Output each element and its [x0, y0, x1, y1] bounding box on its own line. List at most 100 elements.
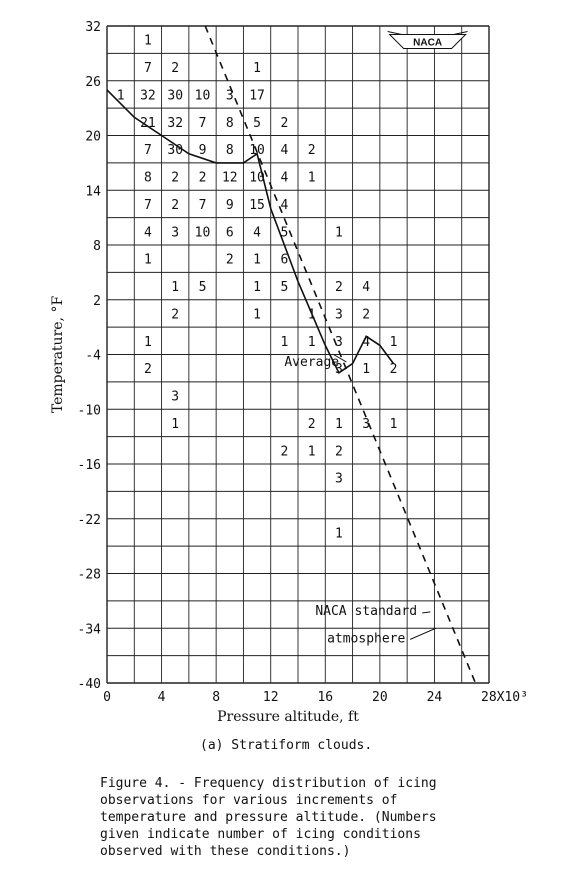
cell-count: 5 [280, 280, 288, 295]
y-tick-label: 20 [85, 130, 101, 145]
grid [106, 25, 490, 684]
cell-count: 1 [308, 335, 316, 350]
standard-atmosphere-line [204, 25, 477, 684]
cell-count: 1 [171, 280, 179, 295]
y-tick-label: -16 [78, 458, 101, 473]
cell-count: 1 [362, 362, 370, 377]
cell-count: 2 [226, 253, 234, 268]
cell-count: 5 [280, 225, 288, 240]
cell-count: 4 [280, 143, 288, 158]
cell-count: 1 [280, 335, 288, 350]
cell-count: 1 [253, 307, 261, 322]
standard-leader-1 [422, 611, 431, 614]
y-tick-label: -10 [78, 403, 101, 418]
cell-count: 3 [362, 417, 370, 432]
cell-count: 4 [362, 335, 370, 350]
y-axis-label: Temperature, °F [50, 296, 66, 414]
average-line [106, 89, 395, 374]
cell-count: 1 [335, 225, 343, 240]
cell-count: 2 [171, 198, 179, 213]
cell-count: 7 [199, 198, 207, 213]
x-tick-label: 28X10³ [481, 690, 528, 705]
y-tick-label: -22 [78, 513, 101, 528]
figure-caption: Figure 4. - Frequency distribution of ic… [100, 776, 437, 859]
cell-count: 12 [222, 171, 238, 186]
cell-count: 2 [362, 307, 370, 322]
cell-count: 6 [280, 253, 288, 268]
cell-count: 2 [171, 61, 179, 76]
cell-count: 17 [249, 88, 265, 103]
y-tick-label: 8 [93, 239, 101, 254]
cell-count: 4 [144, 225, 152, 240]
cell-count: 32 [167, 116, 183, 131]
cell-count: 6 [226, 225, 234, 240]
cell-count: 1 [253, 280, 261, 295]
cell-count: 21 [140, 116, 156, 131]
cell-count: 2 [144, 362, 152, 377]
cell-count: 7 [144, 143, 152, 158]
cell-count: 1 [390, 417, 398, 432]
cell-count: 3 [335, 307, 343, 322]
cell-count: 5 [199, 280, 207, 295]
x-tick-label: 4 [158, 690, 166, 705]
cell-count: 10 [249, 171, 265, 186]
y-tick-label: -4 [85, 349, 101, 364]
y-tick-label: -34 [78, 622, 102, 637]
y-tick-label: 32 [85, 20, 101, 35]
annotation-label: NACA standard [315, 604, 417, 619]
annotation-label: atmosphere [327, 631, 405, 646]
standard-leader-2 [410, 627, 436, 640]
cell-count: 8 [226, 116, 234, 131]
cell-count: 1 [144, 253, 152, 268]
cell-count: 10 [195, 88, 211, 103]
cell-count: 4 [280, 198, 288, 213]
cell-count: 1 [144, 335, 152, 350]
series-lines [106, 25, 477, 684]
x-tick-label: 24 [427, 690, 443, 705]
cell-count: 2 [199, 171, 207, 186]
cell-count: 2 [390, 362, 398, 377]
x-tick-label: 16 [317, 690, 333, 705]
cell-count: 2 [280, 116, 288, 131]
cell-count: 1 [253, 61, 261, 76]
cell-count: 2 [308, 417, 316, 432]
cell-count: 32 [140, 88, 156, 103]
cell-count: 4 [253, 225, 261, 240]
cell-count: 9 [199, 143, 207, 158]
y-tick-label: 26 [85, 75, 101, 90]
cell-count: 1 [390, 335, 398, 350]
cell-count: 2 [335, 280, 343, 295]
logo-wingtips [387, 31, 468, 36]
cell-count: 2 [171, 171, 179, 186]
cell-count: 1 [144, 34, 152, 49]
cell-count: 3 [226, 88, 234, 103]
y-tick-label: -40 [78, 677, 101, 692]
x-tick-label: 8 [212, 690, 220, 705]
naca-logo: NACA [387, 31, 468, 50]
cell-count: 1 [171, 417, 179, 432]
y-tick-label: 14 [85, 184, 101, 199]
cell-count: 3 [171, 390, 179, 405]
cell-count: 8 [144, 171, 152, 186]
annotation-label: Average [284, 355, 339, 370]
cell-count: 1 [117, 88, 125, 103]
cell-count: 3 [335, 335, 343, 350]
cell-count: 2 [308, 143, 316, 158]
cell-count: 5 [253, 116, 261, 131]
cell-count: 1 [308, 171, 316, 186]
subcaption: (a) Stratiform clouds. [200, 738, 373, 753]
cell-count: 3 [335, 362, 343, 377]
cell-count: 2 [280, 444, 288, 459]
cell-count: 3 [171, 225, 179, 240]
x-tick-label: 12 [263, 690, 279, 705]
x-axis-label: Pressure altitude, ft [217, 709, 359, 725]
cell-count: 7 [199, 116, 207, 131]
cell-count: 10 [195, 225, 211, 240]
cell-count: 9 [226, 198, 234, 213]
cell-count: 4 [280, 171, 288, 186]
average-leader [333, 354, 347, 363]
cell-count: 7 [144, 61, 152, 76]
